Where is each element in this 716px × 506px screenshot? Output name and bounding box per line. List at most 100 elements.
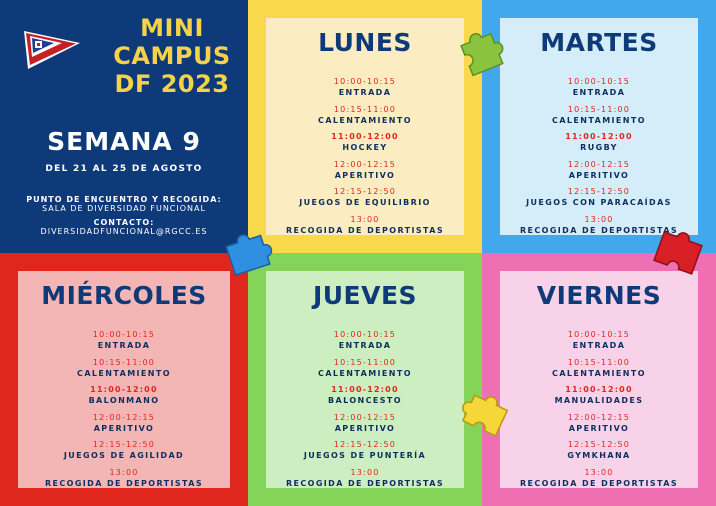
schedule-activity: RECOGIDA DE DEPORTISTAS xyxy=(519,225,679,235)
camp-title: MINI CAMPUS DF 2023 xyxy=(104,14,240,98)
schedule-item: 10:00-10:15 ENTRADA xyxy=(500,76,698,104)
schedule-list: 10:00-10:15 ENTRADA 10:15-11:00 CALENTAMIEN… xyxy=(266,76,464,241)
schedule-item: 10:15-11:00 CALENTAMIENTO xyxy=(500,357,698,385)
schedule-item: 13:00 RECOGIDA DE DEPORTISTAS xyxy=(266,467,464,495)
schedule-activity: RECOGIDA DE DEPORTISTAS xyxy=(285,225,445,235)
schedule-time: 13:00 xyxy=(584,214,614,224)
schedule-time: 10:15-11:00 xyxy=(567,357,631,367)
schedule-time: 11:00-12:00 xyxy=(90,385,158,394)
day-title: MARTES xyxy=(540,28,658,57)
schedule-activity: APERITIVO xyxy=(93,423,155,433)
day-panel-jueves: JUEVES 10:00-10:15 ENTRADA 10:15-11:00 CALE… xyxy=(248,253,482,506)
schedule-item: 11:00-12:00 HOCKEY xyxy=(266,131,464,159)
schedule-item: 13:00 RECOGIDA DE DEPORTISTAS xyxy=(500,214,698,242)
schedule-item: 11:00-12:00 BALONCESTO xyxy=(266,384,464,412)
schedule-time: 10:15-11:00 xyxy=(92,357,156,367)
schedule-activity: ENTRADA xyxy=(572,88,626,97)
schedule-time: 13:00 xyxy=(350,467,380,477)
schedule-activity: RUGBY xyxy=(580,143,618,152)
schedule-time: 10:00-10:15 xyxy=(92,330,156,339)
schedule-item: 10:15-11:00 CALENTAMIENTO xyxy=(266,357,464,385)
info-panel: MINI CAMPUS DF 2023 SEMANA 9 DEL 21 AL 2… xyxy=(0,0,248,253)
schedule-time: 12:15-12:50 xyxy=(333,187,397,196)
schedule-activity: CALENTAMIENTO xyxy=(77,368,171,378)
schedule-activity: BALONCESTO xyxy=(328,396,402,405)
schedule-list: 10:00-10:15 ENTRADA 10:15-11:00 CALENTAMIEN… xyxy=(500,76,698,241)
schedule-item: 11:00-12:00 BALONMANO xyxy=(18,384,230,412)
schedule-time: 12:15-12:50 xyxy=(92,440,156,449)
schedule-card: VIERNES 10:00-10:15 ENTRADA 10:15-11:00 CAL… xyxy=(500,271,698,488)
day-panel-martes: MARTES 10:00-10:15 ENTRADA 10:15-11:00 CALE… xyxy=(482,0,716,253)
schedule-activity: RECOGIDA DE DEPORTISTAS xyxy=(285,478,445,488)
schedule-time: 10:00-10:15 xyxy=(567,77,631,86)
schedule-item: 10:00-10:15 ENTRADA xyxy=(500,329,698,357)
title-line-1: MINI xyxy=(140,14,204,42)
schedule-activity: JUEGOS DE AGILIDAD xyxy=(63,451,185,460)
schedule-item: 12:00-12:15 APERITIVO xyxy=(266,159,464,187)
schedule-activity: HOCKEY xyxy=(342,143,388,152)
schedule-activity: APERITIVO xyxy=(568,170,630,180)
schedule-card: LUNES 10:00-10:15 ENTRADA 10:15-11:00 CALEN… xyxy=(266,18,464,235)
schedule-time: 11:00-12:00 xyxy=(565,132,633,141)
schedule-time: 12:00-12:15 xyxy=(567,412,631,422)
schedule-time: 11:00-12:00 xyxy=(565,385,633,394)
schedule-list: 10:00-10:15 ENTRADA 10:15-11:00 CALENTAMIEN… xyxy=(500,329,698,494)
schedule-item: 12:15-12:50 JUEGOS DE EQUILIBRIO xyxy=(266,186,464,214)
schedule-activity: BALONMANO xyxy=(88,396,160,405)
schedule-activity: CALENTAMIENTO xyxy=(318,115,412,125)
schedule-time: 12:00-12:15 xyxy=(333,159,397,169)
schedule-time: 13:00 xyxy=(109,467,139,477)
schedule-time: 13:00 xyxy=(584,467,614,477)
red-puzzle-piece-icon xyxy=(653,231,703,275)
schedule-time: 10:00-10:15 xyxy=(333,330,397,339)
schedule-activity: RECOGIDA DE DEPORTISTAS xyxy=(44,478,204,488)
schedule-item: 13:00 RECOGIDA DE DEPORTISTAS xyxy=(266,214,464,242)
schedule-time: 11:00-12:00 xyxy=(331,132,399,141)
date-range: DEL 21 AL 25 DE AGOSTO xyxy=(45,164,203,174)
schedule-activity: CALENTAMIENTO xyxy=(318,368,412,378)
schedule-time: 12:00-12:15 xyxy=(333,412,397,422)
schedule-item: 10:00-10:15 ENTRADA xyxy=(266,76,464,104)
schedule-activity: APERITIVO xyxy=(334,170,396,180)
schedule-item: 10:00-10:15 ENTRADA xyxy=(18,329,230,357)
schedule-item: 13:00 RECOGIDA DE DEPORTISTAS xyxy=(500,467,698,495)
schedule-card: MARTES 10:00-10:15 ENTRADA 10:15-11:00 CALE… xyxy=(500,18,698,235)
schedule-activity: ENTRADA xyxy=(338,341,392,350)
schedule-item: 10:15-11:00 CALENTAMIENTO xyxy=(18,357,230,385)
schedule-item: 12:15-12:50 GYMKHANA xyxy=(500,439,698,467)
schedule-item: 11:00-12:00 RUGBY xyxy=(500,131,698,159)
schedule-card: JUEVES 10:00-10:15 ENTRADA 10:15-11:00 CALE… xyxy=(266,271,464,488)
day-title: MIÉRCOLES xyxy=(41,281,207,310)
meeting-place: SALA DE DIVERSIDAD FUNCIONAL xyxy=(42,204,206,213)
schedule-item: 10:00-10:15 ENTRADA xyxy=(266,329,464,357)
schedule-activity: APERITIVO xyxy=(334,423,396,433)
day-title: JUEVES xyxy=(312,281,418,310)
schedule-time: 10:15-11:00 xyxy=(567,104,631,114)
day-panel-miercoles: MIÉRCOLES 10:00-10:15 ENTRADA 10:15-11:00 C… xyxy=(0,253,248,506)
contact-email: DIVERSIDADFUNCIONAL@RGCC.ES xyxy=(40,227,208,236)
schedule-item: 11:00-12:00 MANUALIDADES xyxy=(500,384,698,412)
meeting-label: PUNTO DE ENCUENTRO Y RECOGIDA: xyxy=(26,195,222,204)
schedule-time: 10:15-11:00 xyxy=(333,357,397,367)
day-title: LUNES xyxy=(318,28,412,57)
schedule-activity: JUEGOS CON PARACAÍDAS xyxy=(526,198,672,207)
schedule-item: 10:15-11:00 CALENTAMIENTO xyxy=(500,104,698,132)
schedule-item: 12:00-12:15 APERITIVO xyxy=(500,412,698,440)
schedule-activity: JUEGOS DE PUNTERÍA xyxy=(303,451,427,460)
contact-label: CONTACTO: xyxy=(93,218,155,227)
schedule-activity: CALENTAMIENTO xyxy=(552,368,646,378)
schedule-time: 12:00-12:15 xyxy=(567,159,631,169)
schedule-activity: MANUALIDADES xyxy=(554,396,644,405)
rgcc-pennant-logo xyxy=(24,31,80,69)
schedule-activity: APERITIVO xyxy=(568,423,630,433)
schedule-time: 11:00-12:00 xyxy=(331,385,399,394)
schedule-item: 12:00-12:15 APERITIVO xyxy=(18,412,230,440)
schedule-item: 12:00-12:15 APERITIVO xyxy=(500,159,698,187)
schedule-activity: CALENTAMIENTO xyxy=(552,115,646,125)
blue-puzzle-piece-icon xyxy=(225,234,273,277)
schedule-time: 10:00-10:15 xyxy=(333,77,397,86)
title-line-2: CAMPUS xyxy=(113,42,231,70)
schedule-activity: RECOGIDA DE DEPORTISTAS xyxy=(519,478,679,488)
schedule-item: 12:15-12:50 JUEGOS CON PARACAÍDAS xyxy=(500,186,698,214)
schedule-activity: GYMKHANA xyxy=(567,451,631,460)
